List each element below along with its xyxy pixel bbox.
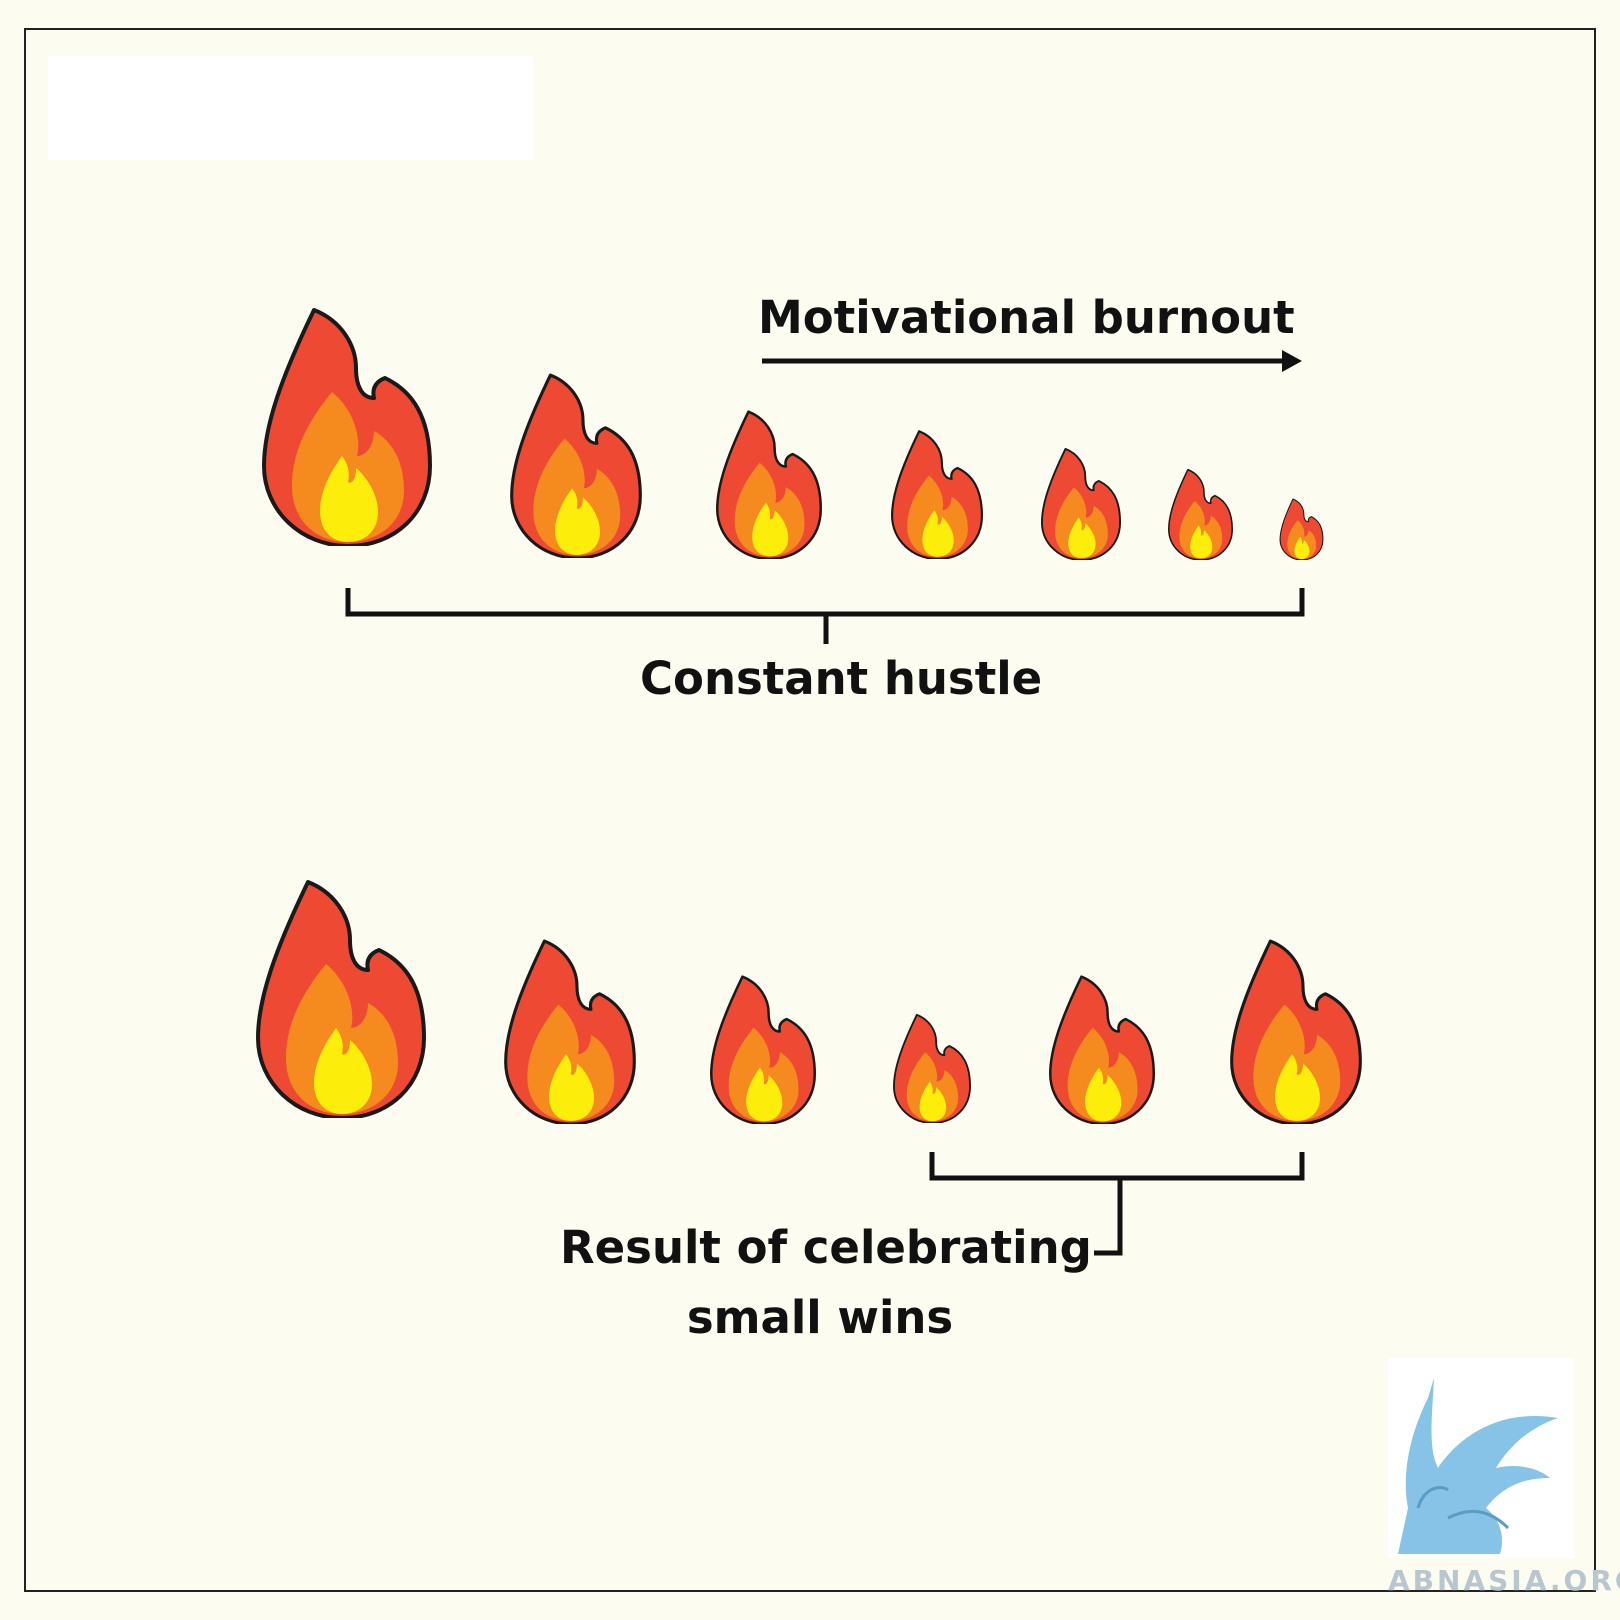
watermark-text: ABNASIA.ORG [1388,1564,1620,1597]
fire-icon [1041,447,1121,560]
fire-icon [1230,939,1362,1124]
hustle-bracket [345,588,1305,644]
blank-header-box [48,56,534,160]
burnout-label: Motivational burnout [758,291,1295,344]
wins-row [256,880,1362,1124]
logo [1388,1358,1574,1558]
fire-icon [262,308,432,546]
hustle-label: Constant hustle [640,652,1043,705]
fire-icon [1279,498,1324,560]
fire-icon [256,880,426,1118]
fire-icon [891,430,983,559]
griffin-logo-icon [1398,1378,1558,1554]
fire-icon [710,975,816,1124]
fire-icon [504,939,636,1124]
fire-icon [893,1013,971,1123]
burnout-row [262,308,1324,560]
fire-icon [716,410,822,559]
wins-bracket [929,1152,1305,1256]
border-frame [24,28,1596,1592]
wins-label-line2: small wins [686,1291,954,1344]
wins-label: Result of celebrating small wins [560,1213,1092,1353]
wins-label-line1: Result of celebrating [560,1221,1092,1274]
fire-icon [1049,975,1155,1124]
right-arrow-icon [762,350,1302,372]
fire-icon [1168,468,1233,560]
fire-icon [510,373,642,558]
